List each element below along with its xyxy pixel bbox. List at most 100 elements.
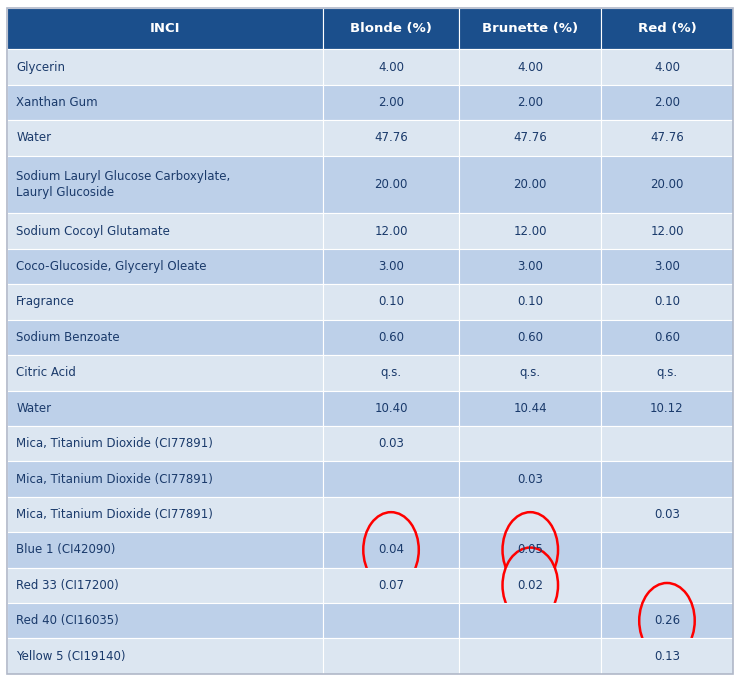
Bar	[7, 532, 323, 567]
Bar	[323, 120, 460, 155]
Text: Fragrance: Fragrance	[16, 295, 75, 308]
Text: INCI: INCI	[150, 23, 181, 35]
Text: 4.00: 4.00	[654, 61, 680, 74]
Text: 0.10: 0.10	[517, 295, 543, 308]
Bar	[602, 155, 733, 213]
Bar	[7, 8, 323, 49]
Text: 20.00: 20.00	[650, 178, 684, 191]
Text: 0.03: 0.03	[378, 437, 404, 450]
Bar	[460, 320, 602, 355]
Bar	[323, 391, 460, 426]
Text: Sodium Lauryl Glucose Carboxylate,
Lauryl Glucoside: Sodium Lauryl Glucose Carboxylate, Laury…	[16, 170, 231, 198]
Text: Xanthan Gum: Xanthan Gum	[16, 96, 98, 109]
Text: 20.00: 20.00	[374, 178, 408, 191]
Text: 47.76: 47.76	[650, 132, 684, 145]
Bar	[323, 8, 460, 49]
Text: 20.00: 20.00	[514, 178, 547, 191]
Text: Red 33 (CI17200): Red 33 (CI17200)	[16, 579, 119, 592]
Text: 0.05: 0.05	[517, 544, 543, 557]
Bar	[460, 391, 602, 426]
Text: Yellow 5 (CI19140): Yellow 5 (CI19140)	[16, 650, 126, 663]
Bar	[323, 461, 460, 496]
Text: 0.60: 0.60	[654, 331, 680, 344]
Text: Mica, Titanium Dioxide (CI77891): Mica, Titanium Dioxide (CI77891)	[16, 473, 213, 486]
Text: Water: Water	[16, 402, 51, 415]
Bar	[323, 603, 460, 638]
Bar	[323, 426, 460, 461]
Bar	[602, 320, 733, 355]
Text: 10.12: 10.12	[650, 402, 684, 415]
Text: Mica, Titanium Dioxide (CI77891): Mica, Titanium Dioxide (CI77891)	[16, 437, 213, 450]
Text: 0.10: 0.10	[378, 295, 404, 308]
Text: 3.00: 3.00	[378, 260, 404, 273]
Bar	[460, 213, 602, 249]
Text: Red 40 (CI16035): Red 40 (CI16035)	[16, 614, 119, 627]
Bar	[7, 85, 323, 120]
Bar	[460, 461, 602, 496]
Text: 3.00: 3.00	[654, 260, 680, 273]
Bar	[7, 213, 323, 249]
Bar	[602, 603, 733, 638]
Text: 0.02: 0.02	[517, 579, 543, 592]
Bar	[602, 8, 733, 49]
Bar	[602, 249, 733, 284]
Text: 10.44: 10.44	[514, 402, 547, 415]
Bar	[7, 120, 323, 155]
Text: 0.10: 0.10	[654, 295, 680, 308]
Text: 12.00: 12.00	[514, 224, 547, 237]
Bar	[460, 155, 602, 213]
Text: 47.76: 47.76	[514, 132, 547, 145]
Bar	[460, 85, 602, 120]
Bar	[323, 49, 460, 85]
Bar	[460, 638, 602, 674]
Bar	[460, 426, 602, 461]
Bar	[323, 567, 460, 603]
Text: 0.60: 0.60	[378, 331, 404, 344]
Text: Sodium Cocoyl Glutamate: Sodium Cocoyl Glutamate	[16, 224, 170, 237]
Bar	[323, 213, 460, 249]
Text: Red (%): Red (%)	[638, 23, 696, 35]
Bar	[602, 532, 733, 567]
Bar	[460, 8, 602, 49]
Text: Brunette (%): Brunette (%)	[482, 23, 579, 35]
Text: Blue 1 (CI42090): Blue 1 (CI42090)	[16, 544, 115, 557]
Text: 0.03: 0.03	[517, 473, 543, 486]
Bar	[602, 638, 733, 674]
Text: 47.76: 47.76	[374, 132, 408, 145]
Text: 12.00: 12.00	[650, 224, 684, 237]
Bar	[7, 461, 323, 496]
Text: 0.07: 0.07	[378, 579, 404, 592]
Bar	[7, 567, 323, 603]
Bar	[323, 284, 460, 320]
Bar	[602, 567, 733, 603]
Text: 12.00: 12.00	[374, 224, 408, 237]
Text: 10.40: 10.40	[374, 402, 408, 415]
Bar	[323, 532, 460, 567]
Text: Glycerin: Glycerin	[16, 61, 65, 74]
Text: 0.60: 0.60	[517, 331, 543, 344]
Bar	[7, 638, 323, 674]
Text: 2.00: 2.00	[378, 96, 404, 109]
Text: 0.04: 0.04	[378, 544, 404, 557]
Text: 2.00: 2.00	[517, 96, 543, 109]
Bar	[602, 391, 733, 426]
Text: 0.13: 0.13	[654, 650, 680, 663]
Text: Mica, Titanium Dioxide (CI77891): Mica, Titanium Dioxide (CI77891)	[16, 508, 213, 521]
Text: 3.00: 3.00	[517, 260, 543, 273]
Bar	[7, 284, 323, 320]
Bar	[323, 155, 460, 213]
Text: q.s.: q.s.	[519, 366, 541, 379]
Bar	[602, 284, 733, 320]
Bar	[602, 496, 733, 532]
Text: Citric Acid: Citric Acid	[16, 366, 76, 379]
Bar	[7, 155, 323, 213]
Bar	[460, 355, 602, 391]
Bar	[7, 320, 323, 355]
Bar	[602, 355, 733, 391]
Text: 4.00: 4.00	[378, 61, 404, 74]
Bar	[602, 49, 733, 85]
Bar	[7, 391, 323, 426]
Bar	[602, 213, 733, 249]
Bar	[602, 426, 733, 461]
Bar	[602, 85, 733, 120]
